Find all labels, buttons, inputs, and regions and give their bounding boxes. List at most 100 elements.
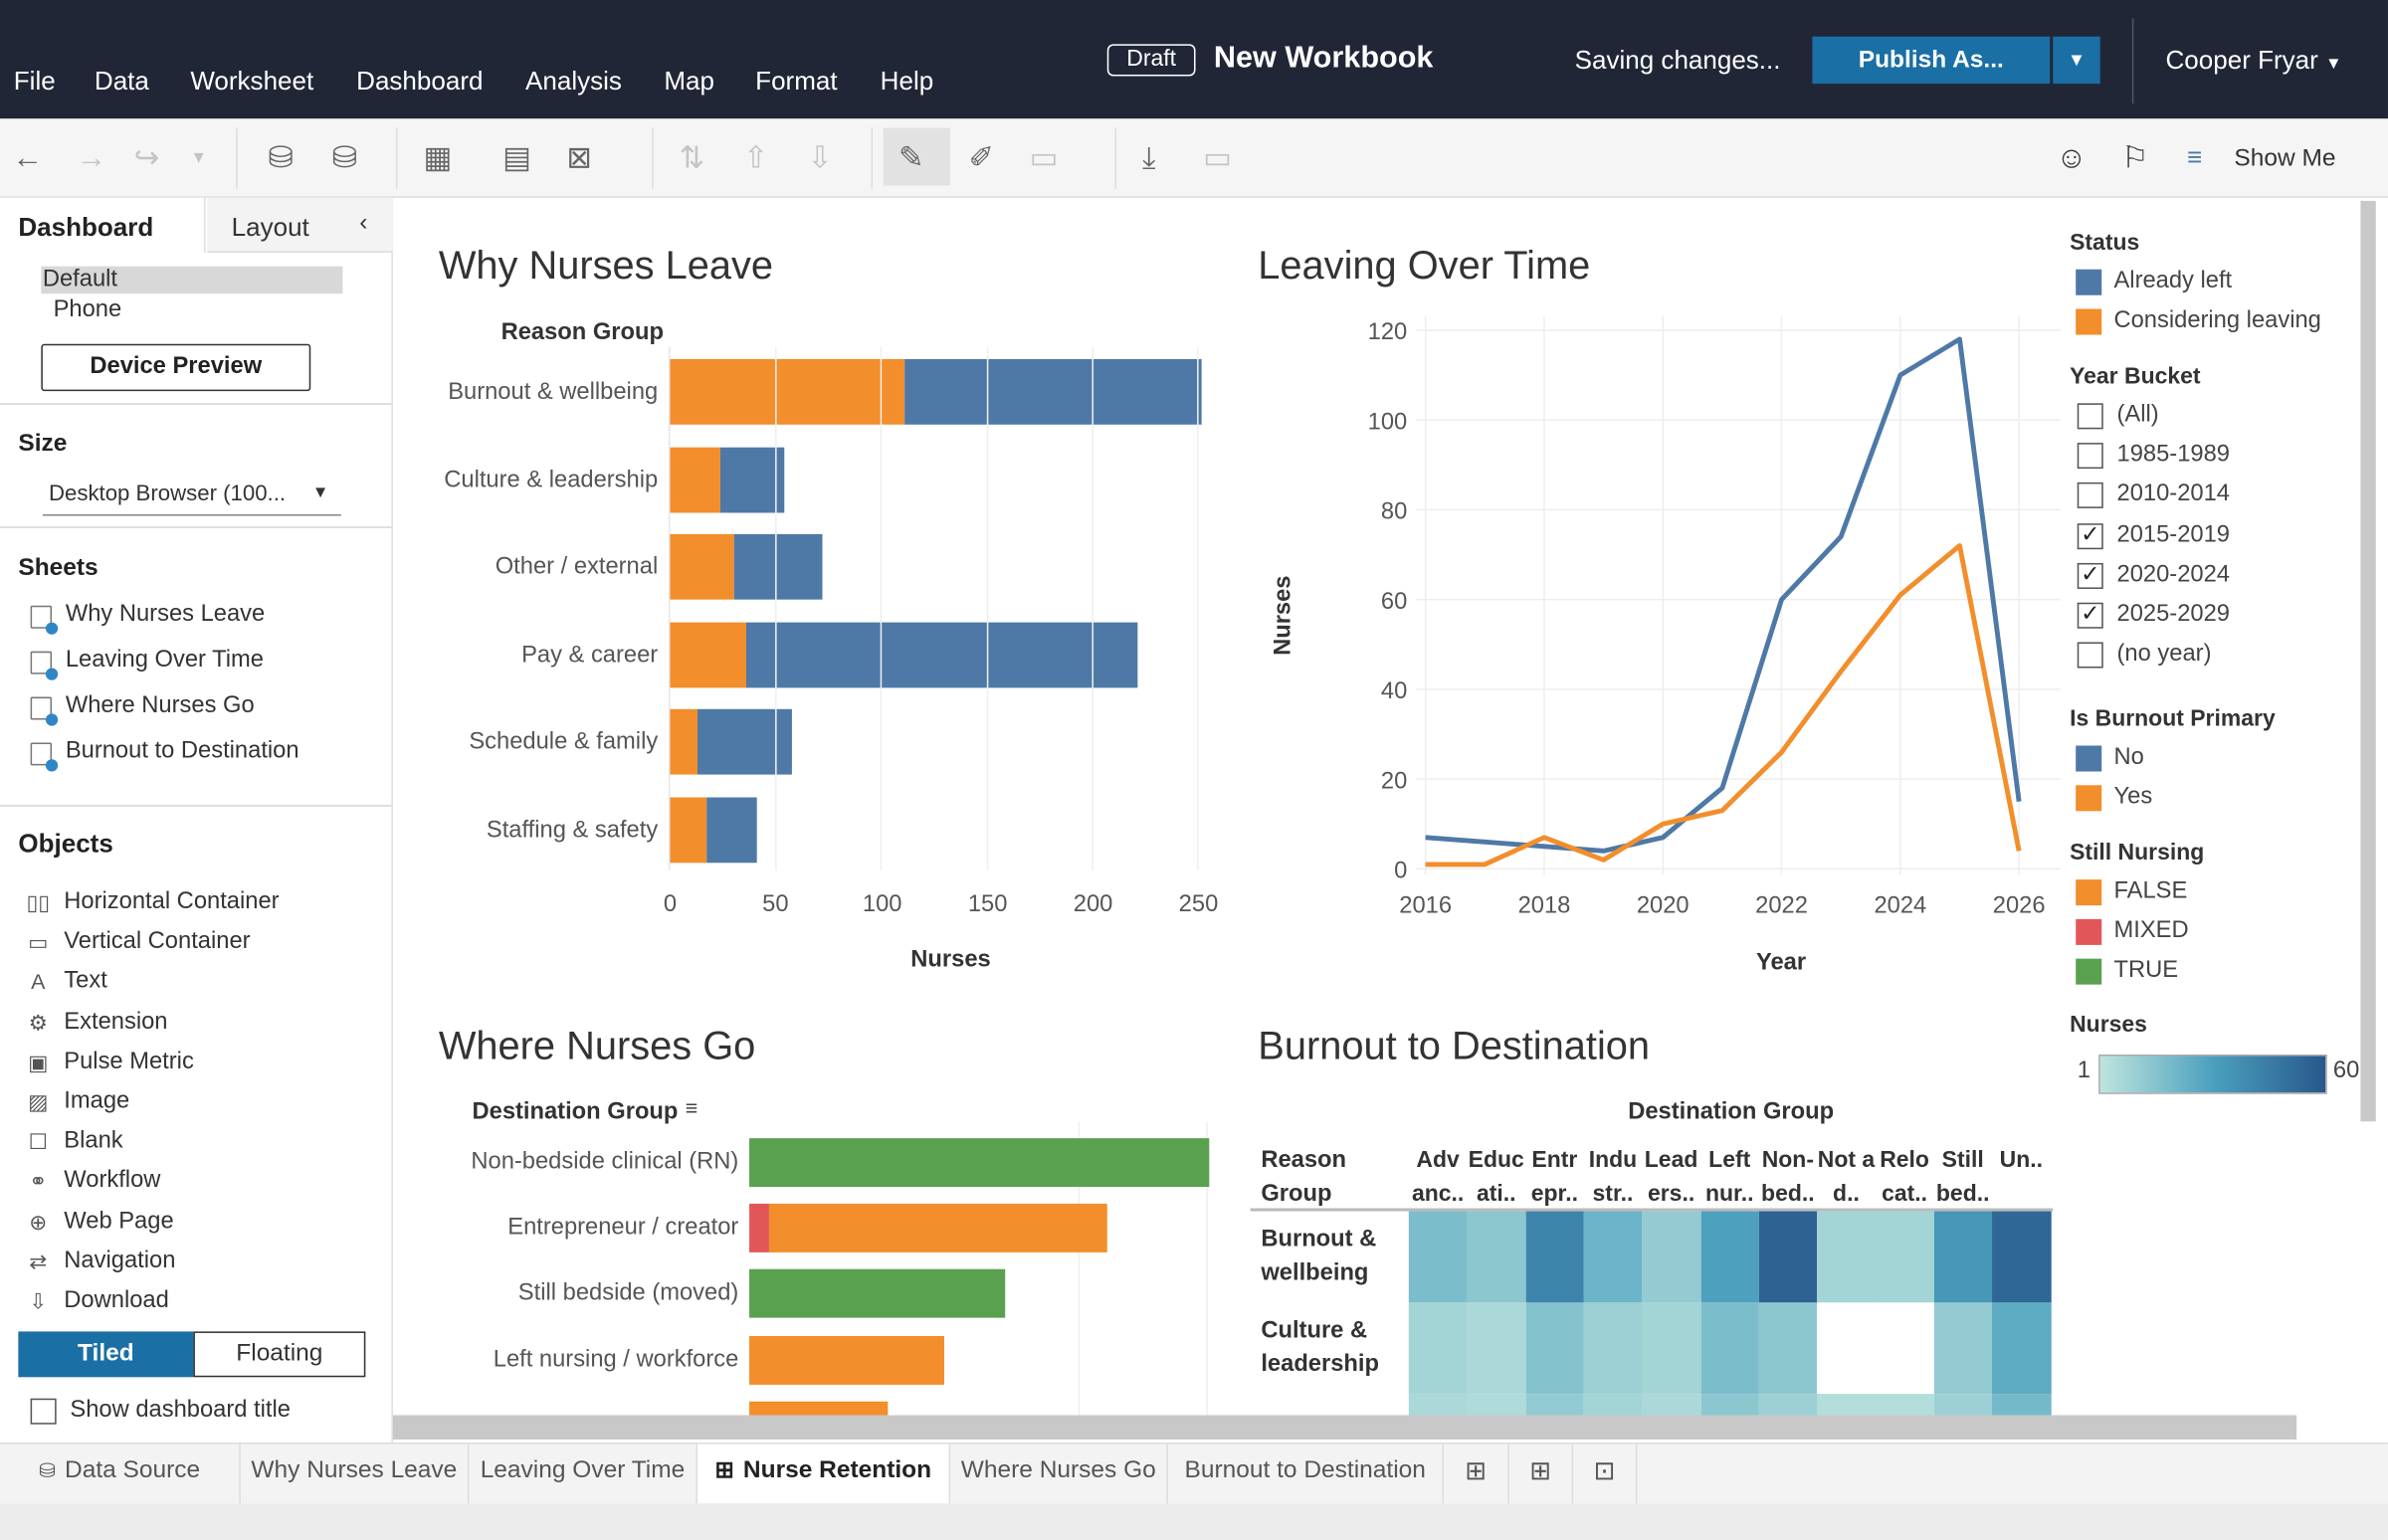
heatmap-cell[interactable] [1758,1394,1818,1416]
object-item[interactable]: Web Page [64,1207,174,1234]
year-filter-item[interactable]: 2020-2024 [2116,561,2230,588]
show-me-button[interactable]: Show Me [2234,145,2336,172]
tiled-button[interactable]: Tiled [18,1331,194,1378]
heatmap-cell[interactable] [1875,1302,1935,1395]
legend-item[interactable]: MIXED [2113,917,2189,944]
sheet-item[interactable]: Burnout to Destination [65,737,299,764]
download-icon[interactable]: ⤓ [1141,141,1156,175]
heatmap-cell[interactable] [1758,1302,1818,1395]
publish-button[interactable]: Publish As... [1812,36,2051,85]
legend-item[interactable]: No [2113,743,2144,770]
heatmap-cell[interactable] [1758,1211,1818,1303]
sheet-item[interactable]: Leaving Over Time [65,647,264,674]
year-filter-item[interactable]: 2025-2029 [2116,601,2230,628]
floating-button[interactable]: Floating [193,1331,366,1378]
show-title-checkbox[interactable] [30,1398,57,1425]
heatmap-cell[interactable] [1642,1394,1701,1416]
tab-leaving-over-time[interactable]: Leaving Over Time [469,1444,698,1505]
heatmap-cell[interactable] [1817,1211,1877,1303]
bar-segment[interactable] [705,796,757,863]
object-item[interactable]: Image [64,1087,130,1114]
bar-segment[interactable] [733,533,822,600]
heatmap-cell[interactable] [1699,1394,1760,1416]
heatmap-cell[interactable] [1467,1394,1526,1416]
clear-sheet-icon[interactable]: ⊠ [566,141,593,175]
tab-where-nurses-go[interactable]: Where Nurses Go [950,1444,1168,1505]
heatmap-cell[interactable] [1525,1302,1585,1395]
bar-segment[interactable] [749,1401,888,1416]
year-filter-item[interactable]: 1985-1989 [2116,441,2230,468]
format-painter-icon[interactable]: ⚐ [2121,141,2149,175]
heatmap-cell[interactable] [1992,1211,2052,1303]
heatmap-cell[interactable] [1583,1211,1644,1303]
vertical-scrollbar[interactable] [2360,200,2376,1122]
device-preview-button[interactable]: Device Preview [41,343,311,392]
legend-item[interactable]: Yes [2113,783,2153,810]
sort-icon[interactable]: ≡ [685,1095,698,1120]
heatmap-cell[interactable] [1467,1211,1526,1303]
object-item[interactable]: Blank [64,1127,123,1154]
object-item[interactable]: Horizontal Container [64,888,280,915]
new-worksheet-icon[interactable]: ⊞ [1444,1444,1509,1505]
heatmap-cell[interactable] [1408,1302,1469,1395]
heatmap-cell[interactable] [1817,1302,1877,1395]
bar-segment[interactable] [670,796,706,863]
show-me-icon[interactable]: ≡ [2186,142,2203,172]
bar-segment[interactable] [670,446,721,512]
bar-segment[interactable] [903,358,1202,425]
object-item[interactable]: Download [64,1287,169,1314]
group-members-icon[interactable]: ✐ [968,141,995,175]
heatmap-cell[interactable] [1699,1302,1760,1395]
menu-dashboard[interactable]: Dashboard [356,67,484,96]
bar-segment[interactable] [696,708,793,775]
bar-segment[interactable] [769,1204,1107,1253]
tab-why-nurses-leave[interactable]: Why Nurses Leave [241,1444,470,1505]
bar-segment[interactable] [745,621,1138,687]
heatmap-cell[interactable] [1875,1394,1935,1416]
heatmap-cell[interactable] [1992,1394,2052,1416]
heatmap-cell[interactable] [1583,1302,1644,1395]
menu-format[interactable]: Format [755,67,838,96]
object-item[interactable]: Vertical Container [64,928,251,955]
tab-dashboard[interactable]: Dashboard [0,197,206,253]
new-story-icon[interactable]: ⊡ [1573,1444,1638,1505]
object-item[interactable]: Workflow [64,1167,161,1194]
heatmap-cell[interactable] [1408,1211,1469,1303]
year-checkbox[interactable] [2077,403,2103,430]
menu-analysis[interactable]: Analysis [525,67,622,96]
year-checkbox[interactable]: ✓ [2077,603,2103,629]
duplicate-sheet-icon[interactable]: ▤ [502,141,532,175]
device-option-phone[interactable]: Phone [53,296,122,323]
object-item[interactable]: Extension [64,1008,168,1035]
bar-segment[interactable] [749,1335,944,1385]
legend-item[interactable]: TRUE [2113,957,2179,984]
menu-worksheet[interactable]: Worksheet [190,67,314,96]
heatmap-cell[interactable] [1933,1394,1993,1416]
series-line[interactable] [1425,336,2022,854]
size-dropdown[interactable]: Desktop Browser (100... ▼ [42,480,341,516]
bar-segment[interactable] [749,1204,770,1253]
heatmap-cell[interactable] [1817,1394,1877,1416]
new-data-source-icon[interactable]: ⛁ [268,141,295,175]
sort-ascending-icon[interactable]: ⇧ [742,141,769,175]
heatmap-cell[interactable] [1642,1302,1701,1395]
sheet-item[interactable]: Why Nurses Leave [65,601,266,628]
heatmap-cell[interactable] [1408,1394,1469,1416]
year-filter-item[interactable]: 2010-2014 [2116,481,2230,507]
redo-icon[interactable]: → [76,141,107,175]
bar-segment[interactable] [670,621,746,687]
tableau-ai-icon[interactable]: ☺ [2056,141,2088,175]
year-checkbox[interactable]: ✓ [2077,562,2103,589]
heatmap-cell[interactable] [1933,1302,1993,1395]
object-item[interactable]: Text [64,968,107,995]
menu-map[interactable]: Map [664,67,714,96]
replay-dropdown-icon[interactable]: ▼ [190,148,207,168]
replay-icon[interactable]: ↪ [133,141,160,175]
user-menu[interactable]: Cooper Fryar ▼ [2166,46,2342,77]
new-dashboard-icon[interactable]: ⊞ [1509,1444,1574,1505]
bar-segment[interactable] [670,708,697,775]
sheet-item[interactable]: Where Nurses Go [65,691,255,718]
collapse-icon[interactable]: ‹ [359,210,368,237]
bar-segment[interactable] [720,446,784,512]
heatmap-cell[interactable] [1525,1211,1585,1303]
